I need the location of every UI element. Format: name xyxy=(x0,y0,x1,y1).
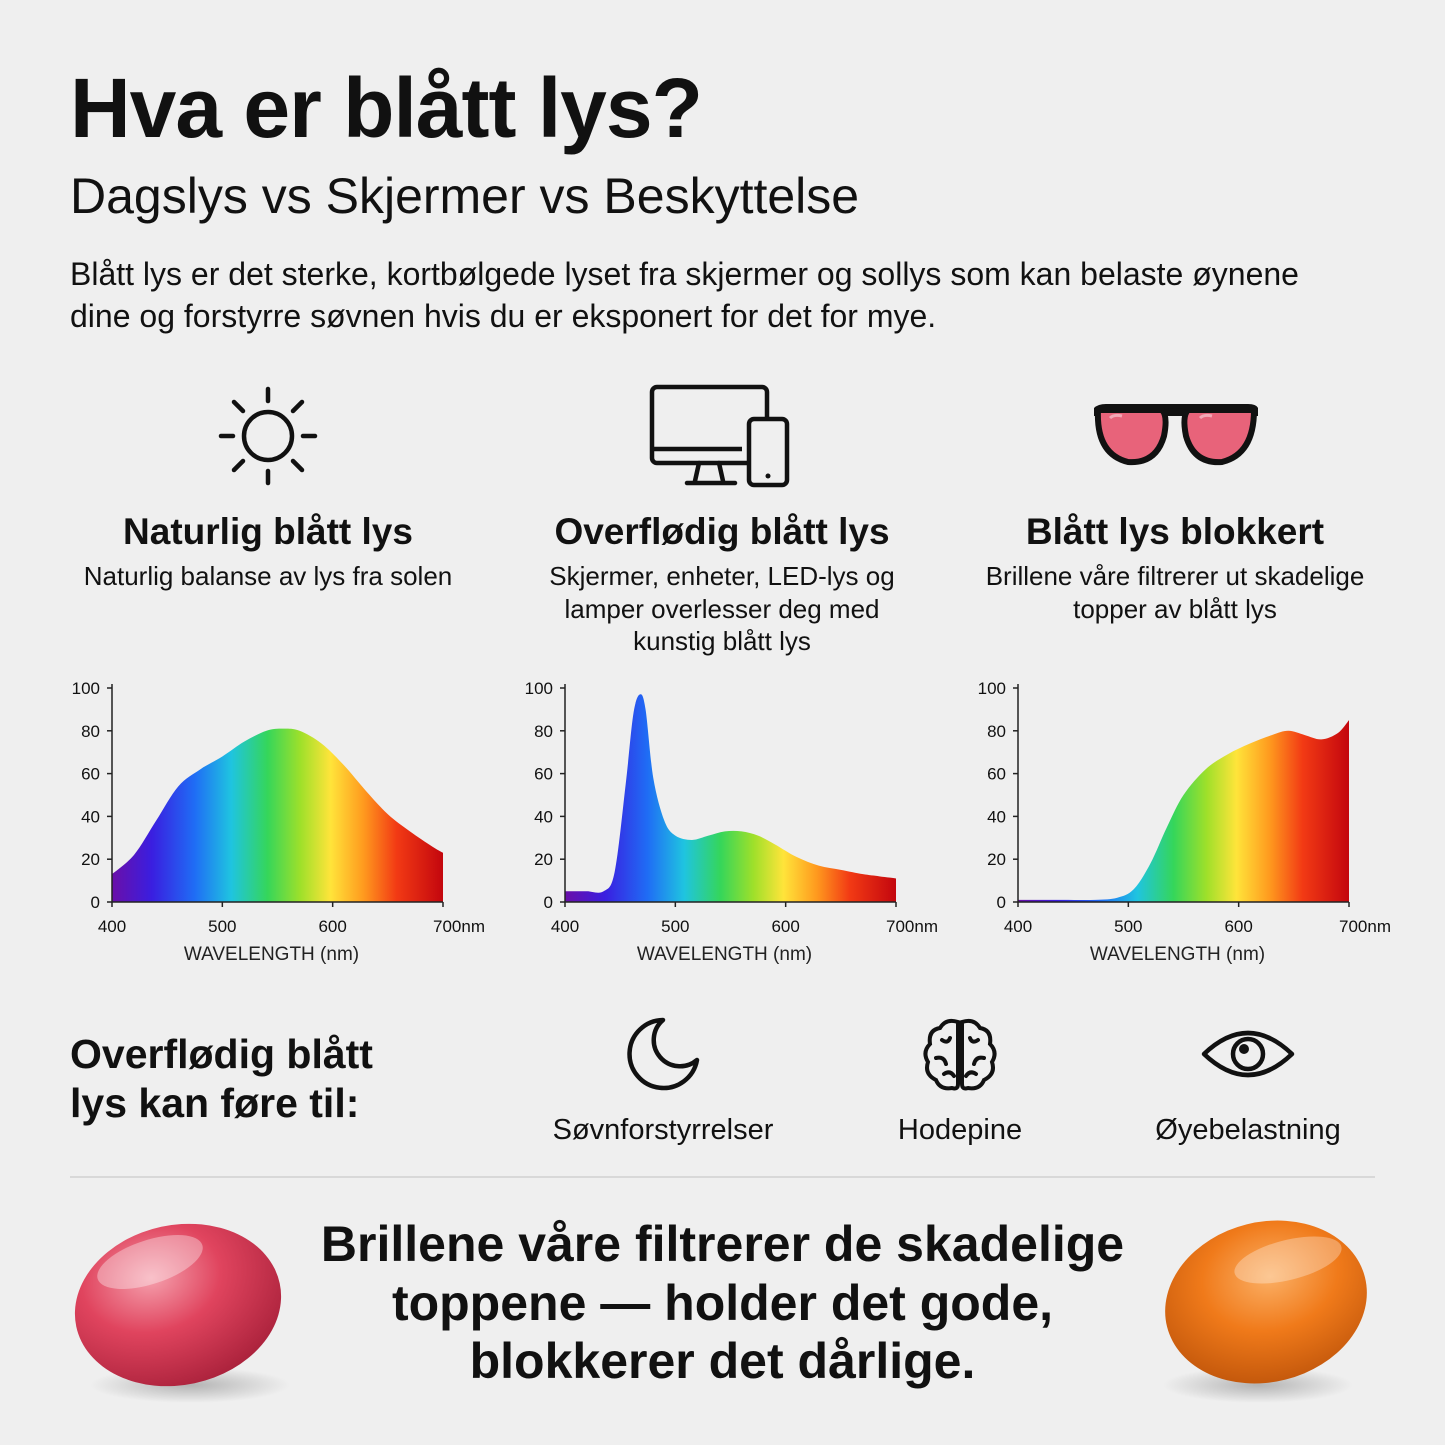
y-tick-label: 40 xyxy=(81,807,100,826)
glasses-icon xyxy=(955,380,1395,492)
y-tick-label: 60 xyxy=(987,765,1006,784)
section-divider xyxy=(70,1176,1375,1178)
x-tick-label: 500 xyxy=(208,917,236,936)
x-tick-label: 500 xyxy=(661,917,689,936)
x-tick-label: 600 xyxy=(318,917,346,936)
column-text: Skjermer, enheter, LED-lys og lamper ove… xyxy=(549,561,895,657)
y-tick-label: 100 xyxy=(525,679,553,698)
closing-statement: Brillene våre filtrerer de skadelige top… xyxy=(320,1216,1125,1389)
x-tick-label: 700nm xyxy=(1339,917,1391,936)
moon-icon xyxy=(513,1012,813,1096)
y-tick-label: 60 xyxy=(81,765,100,784)
x-axis-label: WAVELENGTH (nm) xyxy=(184,944,359,965)
spectrum-chart-excess: 0 20 40 60 80 100 400 500 600 700nm WAVELENGTH (nm… xyxy=(513,672,943,972)
column-excess: Overflødig blått lys Skjermer, enheter, … xyxy=(502,380,942,658)
column-heading: Blått lys blokkert xyxy=(1025,511,1325,552)
brain-icon xyxy=(810,1012,1110,1096)
column-heading: Naturlig blått lys xyxy=(123,511,413,552)
red-lens-image xyxy=(70,1210,300,1415)
y-tick-label: 0 xyxy=(91,893,100,912)
column-heading: Overflødig blått lys xyxy=(554,511,890,552)
column-text: Brillene våre filtrerer ut skadelige top… xyxy=(985,561,1365,624)
x-tick-label: 600 xyxy=(771,917,799,936)
y-tick-label: 0 xyxy=(997,893,1006,912)
y-tick-label: 20 xyxy=(81,850,100,869)
x-tick-label: 500 xyxy=(1114,917,1142,936)
x-axis-label: WAVELENGTH (nm) xyxy=(1090,944,1265,965)
spectrum-area xyxy=(1018,720,1349,902)
spectrum-chart-blocked: 0 20 40 60 80 100 400 500 600 700nm WAVELENGTH (nm… xyxy=(966,672,1396,972)
column-natural: Naturlig blått lys Naturlig balanse av l… xyxy=(48,380,488,593)
page-subtitle: Dagslys vs Skjermer vs Beskyttelse xyxy=(70,168,860,224)
x-tick-label: 700nm xyxy=(433,917,485,936)
effects-heading: Overflødig blått lys kan føre til: xyxy=(70,1031,373,1127)
x-tick-label: 400 xyxy=(551,917,579,936)
y-tick-label: 60 xyxy=(534,765,553,784)
y-tick-label: 100 xyxy=(978,679,1006,698)
effect-eyestrain: Øyebelastning xyxy=(1098,1012,1398,1147)
y-tick-label: 100 xyxy=(72,679,100,698)
effect-label: Øyebelastning xyxy=(1155,1114,1341,1146)
devices-icon xyxy=(502,380,942,492)
x-axis-label: WAVELENGTH (nm) xyxy=(637,944,812,965)
spectrum-area xyxy=(565,694,896,902)
y-tick-label: 40 xyxy=(987,807,1006,826)
effect-label: Søvnforstyrrelser xyxy=(552,1114,774,1146)
column-blocked: Blått lys blokkert Brillene våre filtrer… xyxy=(955,380,1395,625)
orange-lens-image xyxy=(1158,1210,1378,1415)
y-tick-label: 80 xyxy=(534,722,553,741)
y-tick-label: 40 xyxy=(534,807,553,826)
sun-icon xyxy=(48,380,488,492)
effect-headache: Hodepine xyxy=(810,1012,1110,1147)
x-tick-label: 400 xyxy=(1004,917,1032,936)
intro-text: Blått lys er det sterke, kortbølgede lys… xyxy=(70,256,1299,334)
x-tick-label: 600 xyxy=(1224,917,1252,936)
spectrum-area xyxy=(112,728,443,902)
x-tick-label: 700nm xyxy=(886,917,938,936)
column-text: Naturlig balanse av lys fra solen xyxy=(83,561,453,592)
effect-sleep: Søvnforstyrrelser xyxy=(513,1012,813,1147)
eye-icon xyxy=(1098,1012,1398,1096)
x-tick-label: 400 xyxy=(98,917,126,936)
page-title: Hva er blått lys? xyxy=(70,61,703,155)
y-tick-label: 80 xyxy=(81,722,100,741)
y-tick-label: 20 xyxy=(534,850,553,869)
spectrum-chart-natural: 0 20 40 60 80 100 400 500 600 700nm WAVELENGTH (nm… xyxy=(60,672,490,972)
y-tick-label: 0 xyxy=(544,893,553,912)
y-tick-label: 80 xyxy=(987,722,1006,741)
effect-label: Hodepine xyxy=(897,1114,1023,1146)
y-tick-label: 20 xyxy=(987,850,1006,869)
